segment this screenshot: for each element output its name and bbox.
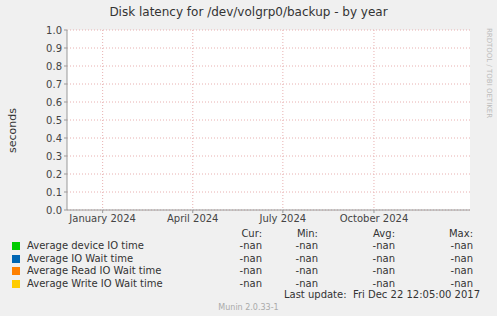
svg-text:0.5: 0.5 — [46, 115, 62, 126]
html-text:-nan: -nan — [295, 252, 318, 264]
html-text:Average Read IO Wait time: Average Read IO Wait time — [27, 265, 162, 276]
html-text:-nan: -nan — [295, 265, 318, 276]
html-text:Last update: Fri Dec 22 12:05:: Last update: Fri Dec 22 12:05:00 2017 — [284, 289, 480, 300]
svg-text:0.2: 0.2 — [46, 169, 62, 180]
html-text:Disk latency for /dev/volgrp0/: Disk latency for /dev/volgrp0/backup - b… — [109, 5, 388, 19]
html-text:Max:: Max: — [449, 228, 473, 239]
svg-text:0.8: 0.8 — [46, 61, 62, 72]
html-text:RRDTOOL / TOBI OETIKER: RRDTOOL / TOBI OETIKER — [485, 27, 493, 119]
svg-text:0.6: 0.6 — [46, 97, 62, 108]
html-text:-nan: -nan — [239, 265, 262, 276]
html-text:-nan: -nan — [372, 252, 395, 264]
html-text:Cur:: Cur: — [241, 228, 262, 239]
html-text:Avg:: Avg: — [373, 228, 395, 239]
html-text:-nan: -nan — [372, 240, 395, 251]
html-text:-nan: -nan — [450, 240, 473, 251]
svg-text:0.4: 0.4 — [46, 133, 62, 144]
html-text:seconds: seconds — [5, 107, 19, 153]
svg-text:1.0: 1.0 — [46, 25, 62, 36]
svg-text:April 2024: April 2024 — [167, 213, 218, 224]
svg-text:January 2024: January 2024 — [68, 213, 136, 224]
html-text:Average device IO time: Average device IO time — [27, 240, 144, 251]
svg-text:0.3: 0.3 — [46, 151, 62, 162]
svg-text:0.0: 0.0 — [46, 205, 62, 216]
html-text:-nan: -nan — [239, 252, 262, 264]
svg-text:0.7: 0.7 — [46, 79, 62, 90]
html-text:-nan: -nan — [450, 277, 473, 289]
html-text:Munin 2.0.33-1: Munin 2.0.33-1 — [218, 303, 279, 312]
html-text:Average Write IO Wait time: Average Write IO Wait time — [27, 277, 163, 289]
html-text:-nan: -nan — [372, 265, 395, 276]
html-text:-nan: -nan — [239, 240, 262, 251]
html-text:-nan: -nan — [295, 277, 318, 289]
html-text:-nan: -nan — [450, 265, 473, 276]
html-text:Average IO Wait time: Average IO Wait time — [27, 252, 134, 264]
html-text:-nan: -nan — [239, 277, 262, 289]
svg-text:July 2024: July 2024 — [259, 213, 307, 224]
svg-text:October 2024: October 2024 — [340, 213, 409, 224]
html-text:-nan: -nan — [295, 240, 318, 251]
html-text:-nan: -nan — [372, 277, 395, 289]
html-text:-nan: -nan — [450, 252, 473, 264]
svg-text:0.9: 0.9 — [46, 43, 62, 54]
svg-text:0.1: 0.1 — [46, 187, 62, 198]
html-text:Min:: Min: — [296, 228, 318, 239]
